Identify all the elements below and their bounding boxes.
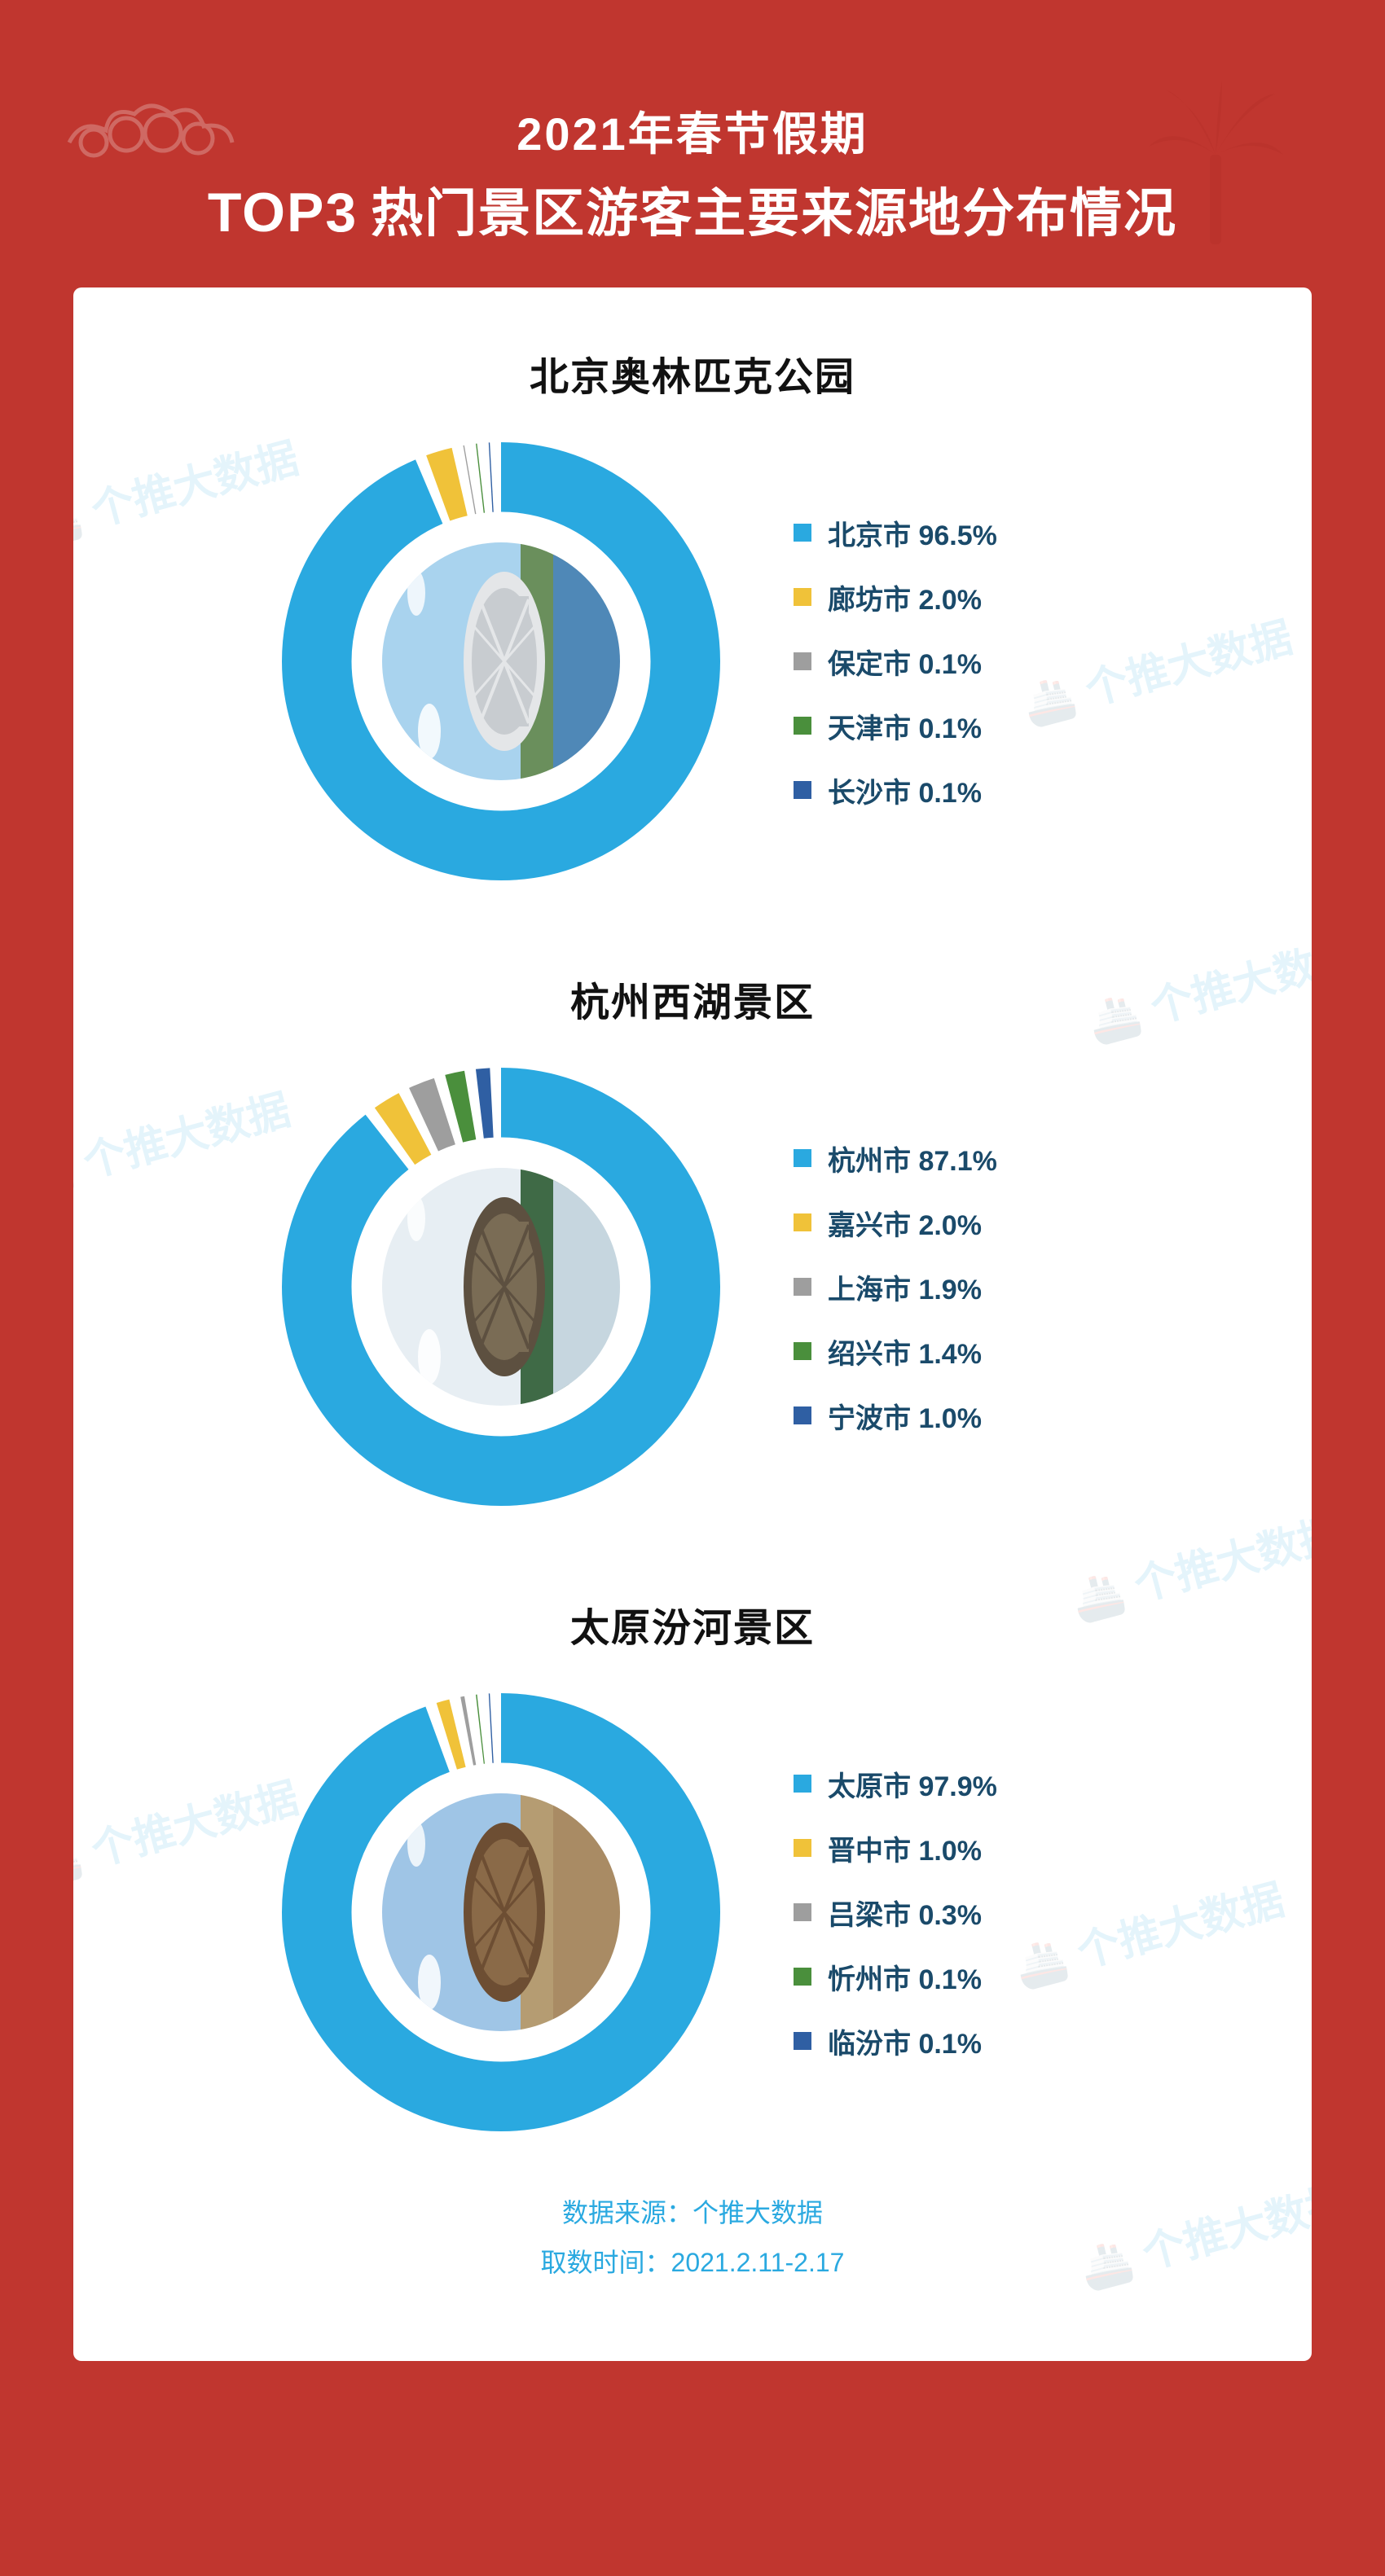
legend: 杭州市 87.1% 嘉兴市 2.0% 上海市 1.9% 绍兴市 1.4% 宁波市…: [794, 1139, 1103, 1436]
legend-row: 宁波市 1.0%: [794, 1396, 1103, 1436]
legend-row: 廊坊市 2.0%: [794, 577, 1103, 617]
legend-swatch-icon: [794, 1149, 811, 1167]
legend-swatch-icon: [794, 1342, 811, 1360]
legend-label: 天津市 0.1%: [828, 706, 982, 746]
legend-label: 吕梁市 0.3%: [828, 1893, 982, 1933]
legend-swatch-icon: [794, 1903, 811, 1921]
legend-swatch-icon: [794, 1213, 811, 1231]
legend-swatch-icon: [794, 1968, 811, 1986]
legend-label: 临汾市 0.1%: [828, 2021, 982, 2061]
legend-swatch-icon: [794, 1406, 811, 1424]
footer-source: 数据来源：个推大数据: [147, 2188, 1238, 2238]
legend-label: 忻州市 0.1%: [828, 1957, 982, 1997]
chart-block: 杭州西湖景区 杭州市 87.1%: [147, 970, 1238, 1506]
legend-label: 宁波市 1.0%: [828, 1396, 982, 1436]
legend-label: 廊坊市 2.0%: [828, 577, 982, 617]
legend-swatch-icon: [794, 652, 811, 670]
donut-chart: [282, 442, 720, 880]
legend: 太原市 97.9% 晋中市 1.0% 吕梁市 0.3% 忻州市 0.1% 临汾市…: [794, 1764, 1103, 2061]
legend-swatch-icon: [794, 524, 811, 542]
donut-center-image: [382, 1168, 620, 1406]
legend-row: 绍兴市 1.4%: [794, 1332, 1103, 1371]
chart-row: 太原市 97.9% 晋中市 1.0% 吕梁市 0.3% 忻州市 0.1% 临汾市…: [147, 1693, 1238, 2131]
legend-row: 晋中市 1.0%: [794, 1828, 1103, 1868]
infographic-root: 2021年春节假期 TOP3热门景区游客主要来源地分布情况 🚢 个推大数据🚢 个…: [0, 0, 1385, 2426]
legend-row: 临汾市 0.1%: [794, 2021, 1103, 2061]
legend-row: 北京市 96.5%: [794, 513, 1103, 553]
legend-swatch-icon: [794, 781, 811, 799]
panel: 🚢 个推大数据🚢 个推大数据🚢 个推大数据🚢 个推大数据🚢 个推大数据🚢 个推大…: [73, 287, 1312, 2361]
legend-label: 长沙市 0.1%: [828, 770, 982, 810]
legend: 北京市 96.5% 廊坊市 2.0% 保定市 0.1% 天津市 0.1% 长沙市…: [794, 513, 1103, 810]
chart-title: 杭州西湖景区: [147, 970, 1238, 1027]
legend-label: 保定市 0.1%: [828, 642, 982, 682]
legend-row: 上海市 1.9%: [794, 1267, 1103, 1307]
header-title: TOP3热门景区游客主要来源地分布情况: [24, 172, 1361, 247]
legend-row: 忻州市 0.1%: [794, 1957, 1103, 1997]
legend-row: 杭州市 87.1%: [794, 1139, 1103, 1178]
legend-swatch-icon: [794, 717, 811, 735]
footer: 数据来源：个推大数据 取数时间：2021.2.11-2.17: [147, 2188, 1238, 2288]
legend-label: 晋中市 1.0%: [828, 1828, 982, 1868]
legend-row: 嘉兴市 2.0%: [794, 1203, 1103, 1243]
legend-row: 太原市 97.9%: [794, 1764, 1103, 1804]
legend-swatch-icon: [794, 2032, 811, 2050]
legend-row: 吕梁市 0.3%: [794, 1893, 1103, 1933]
legend-label: 太原市 97.9%: [828, 1764, 997, 1804]
donut-chart: [282, 1693, 720, 2131]
header-title-rest: 热门景区游客主要来源地分布情况: [371, 184, 1177, 243]
donut-center-image: [382, 542, 620, 780]
legend-swatch-icon: [794, 588, 811, 606]
legend-swatch-icon: [794, 1278, 811, 1296]
legend-label: 绍兴市 1.4%: [828, 1332, 982, 1371]
legend-label: 上海市 1.9%: [828, 1267, 982, 1307]
footer-daterange: 取数时间：2021.2.11-2.17: [147, 2238, 1238, 2288]
chart-title: 北京奥林匹克公园: [147, 344, 1238, 402]
legend-row: 天津市 0.1%: [794, 706, 1103, 746]
legend-label: 嘉兴市 2.0%: [828, 1203, 982, 1243]
legend-row: 保定市 0.1%: [794, 642, 1103, 682]
header-subtitle: 2021年春节假期: [24, 98, 1361, 164]
legend-swatch-icon: [794, 1839, 811, 1857]
chart-row: 杭州市 87.1% 嘉兴市 2.0% 上海市 1.9% 绍兴市 1.4% 宁波市…: [147, 1068, 1238, 1506]
legend-label: 北京市 96.5%: [828, 513, 997, 553]
header: 2021年春节假期 TOP3热门景区游客主要来源地分布情况: [0, 49, 1385, 287]
chart-block: 太原汾河景区 太原市 97.9%: [147, 1595, 1238, 2131]
header-top3: TOP3: [208, 182, 358, 244]
chart-block: 北京奥林匹克公园 北京市 96.5%: [147, 344, 1238, 880]
chart-row: 北京市 96.5% 廊坊市 2.0% 保定市 0.1% 天津市 0.1% 长沙市…: [147, 442, 1238, 880]
donut-center-image: [382, 1793, 620, 2031]
legend-row: 长沙市 0.1%: [794, 770, 1103, 810]
legend-swatch-icon: [794, 1775, 811, 1793]
donut-chart: [282, 1068, 720, 1506]
chart-title: 太原汾河景区: [147, 1595, 1238, 1652]
legend-label: 杭州市 87.1%: [828, 1139, 997, 1178]
